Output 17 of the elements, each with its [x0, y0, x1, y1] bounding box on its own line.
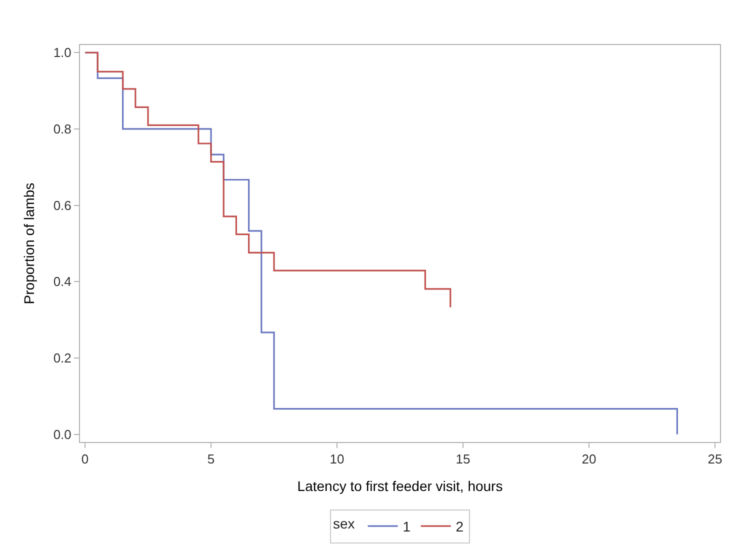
legend-title: sex: [333, 516, 355, 532]
y-tick-label: 0.4: [53, 274, 72, 290]
y-axis-title: Proportion of lambs: [20, 182, 37, 304]
legend-label: 2: [456, 518, 464, 535]
y-tick-label: 1.0: [53, 45, 72, 60]
x-tick-label: 25: [708, 452, 722, 467]
x-axis-title: Latency to first feeder visit, hours: [297, 478, 503, 494]
y-tick-label: 0.6: [53, 198, 72, 213]
y-tick-label: 0.2: [53, 350, 72, 366]
x-tick-label: 10: [330, 452, 344, 467]
y-tick-label: 0.0: [53, 426, 72, 442]
x-tick-label: 20: [582, 452, 596, 467]
x-tick-label: 15: [456, 452, 470, 467]
x-tick-label: 0: [81, 452, 89, 467]
x-tick-label: 5: [207, 452, 215, 467]
y-tick-label: 0.8: [53, 122, 72, 137]
legend-label: 1: [402, 518, 411, 535]
